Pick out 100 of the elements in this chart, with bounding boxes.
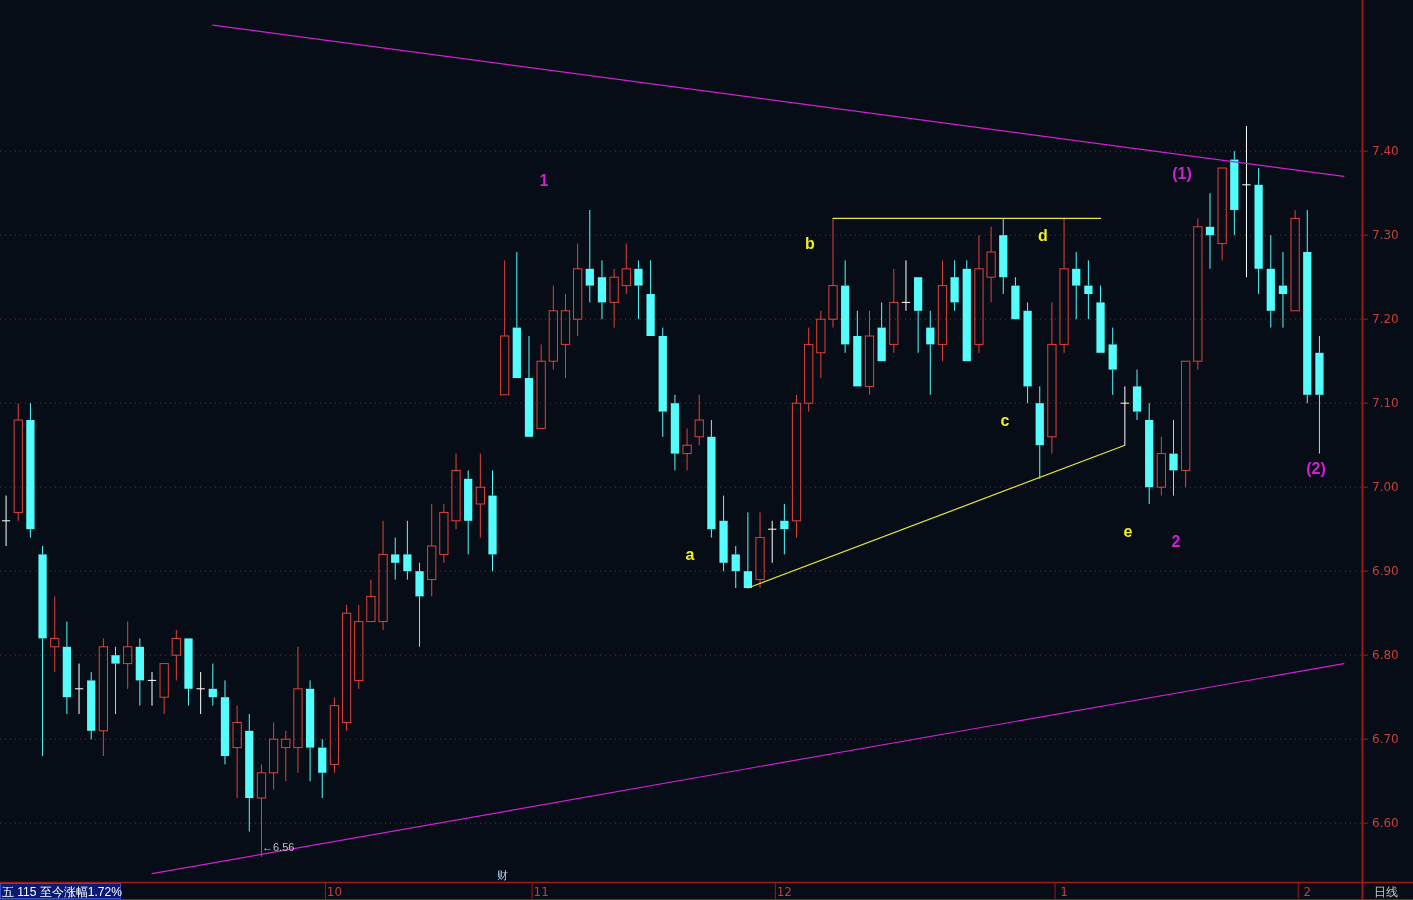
- candlestick: [245, 713, 254, 833]
- candlestick: [293, 646, 303, 774]
- y-tick-label: 6.80: [1372, 648, 1399, 663]
- x-tick-label: 11: [533, 885, 549, 899]
- x-tick-label: 2: [1303, 885, 1312, 899]
- candlestick: [74, 663, 84, 715]
- candlestick: [1156, 436, 1166, 497]
- candlestick: [719, 495, 728, 572]
- candlestick: [98, 637, 108, 757]
- y-tick-label: 7.00: [1372, 480, 1399, 495]
- candlestick: [488, 469, 497, 572]
- candlestick: [634, 259, 643, 320]
- candlestick: [415, 562, 424, 648]
- y-tick-label: 7.20: [1372, 312, 1399, 327]
- candlestick: [1, 495, 11, 547]
- candlestick: [658, 327, 667, 438]
- candlestick: [38, 545, 47, 757]
- candlestick: [548, 285, 558, 371]
- candlestick: [1108, 327, 1117, 396]
- annotation: e: [1123, 523, 1133, 540]
- candlestick: [585, 209, 594, 303]
- candlestick: [609, 268, 619, 329]
- candlestick: [111, 646, 120, 715]
- candlestick: [268, 721, 279, 791]
- candlestick: [1266, 234, 1275, 329]
- candlestick: [1315, 335, 1324, 455]
- candlestick: [1278, 251, 1288, 329]
- candlestick: [1145, 402, 1154, 505]
- annotation: b: [805, 235, 816, 252]
- annotation: (2): [1306, 460, 1326, 477]
- candlestick: [670, 394, 680, 471]
- candlestick: [1059, 217, 1069, 354]
- candlestick: [378, 520, 388, 631]
- candlestick: [573, 243, 583, 337]
- candlestick: [937, 259, 948, 362]
- candlestick: [974, 234, 984, 354]
- candlestick: [1193, 217, 1203, 371]
- candlestick: [864, 310, 875, 396]
- candlestick: [1303, 209, 1312, 404]
- candlestick: [1120, 385, 1130, 446]
- candlestick: [464, 469, 473, 555]
- candlestick: [403, 520, 412, 581]
- x-tick-label: 12: [776, 885, 793, 899]
- candlestick: [755, 511, 765, 589]
- annotation: c: [1000, 412, 1010, 429]
- annotation: d: [1038, 227, 1048, 244]
- candlestick: [341, 604, 352, 732]
- annotation: 1: [539, 172, 549, 189]
- candlestick: [1169, 419, 1178, 497]
- candlestick: [828, 217, 838, 329]
- candlestick: [1084, 259, 1093, 320]
- text: 日线: [1374, 885, 1398, 899]
- candlestick: [841, 259, 850, 354]
- candlestick: [889, 268, 899, 354]
- candlestick: [439, 503, 449, 564]
- candlestick: [208, 663, 217, 707]
- candlestick: [816, 310, 826, 379]
- x-tick-label: 1: [1060, 885, 1068, 899]
- candlestick: [318, 738, 327, 799]
- candlestick: [1035, 385, 1044, 480]
- annotation: a: [685, 546, 695, 563]
- candlestick: [707, 419, 716, 539]
- candlestick: [171, 629, 181, 681]
- candlestick: [50, 595, 60, 673]
- candlestick: [123, 621, 133, 690]
- candlestick: [767, 520, 777, 564]
- x-tick-label: 10: [326, 885, 343, 899]
- candlestick: [451, 453, 461, 530]
- candlestick: [780, 503, 789, 555]
- candlestick: [901, 259, 911, 312]
- candlestick: [1205, 192, 1215, 270]
- annotation: 财: [496, 869, 508, 881]
- candlestick: [13, 402, 23, 522]
- y-tick-label: 6.60: [1372, 816, 1399, 831]
- y-tick-label: 7.40: [1372, 144, 1399, 159]
- candlestick: [1230, 150, 1239, 236]
- candlestick: [62, 621, 72, 715]
- candlestick: [220, 679, 230, 765]
- candlestick: [147, 671, 157, 707]
- candlestick: [621, 243, 631, 295]
- candlestick: [1241, 125, 1252, 278]
- candlestick: [1254, 167, 1263, 295]
- candlestick: [391, 537, 400, 581]
- candlestick: [196, 671, 206, 715]
- annotation: ←6.56: [262, 841, 295, 853]
- candlestick: [427, 503, 437, 597]
- candlestick: [305, 679, 315, 782]
- candlestick: [694, 394, 704, 446]
- candlestick: [87, 671, 96, 740]
- candlestick: [475, 453, 485, 539]
- y-tick-label: 7.10: [1372, 396, 1399, 411]
- candlestick: [281, 730, 291, 782]
- y-tick-label: 7.30: [1372, 228, 1399, 243]
- candlestick: [926, 310, 935, 396]
- candlestick: [597, 259, 607, 320]
- candlestick: [986, 226, 996, 303]
- candlestick: [999, 217, 1008, 295]
- candlestick: [135, 637, 144, 707]
- annotation: (1): [1172, 165, 1192, 182]
- candlestick: [1047, 301, 1057, 455]
